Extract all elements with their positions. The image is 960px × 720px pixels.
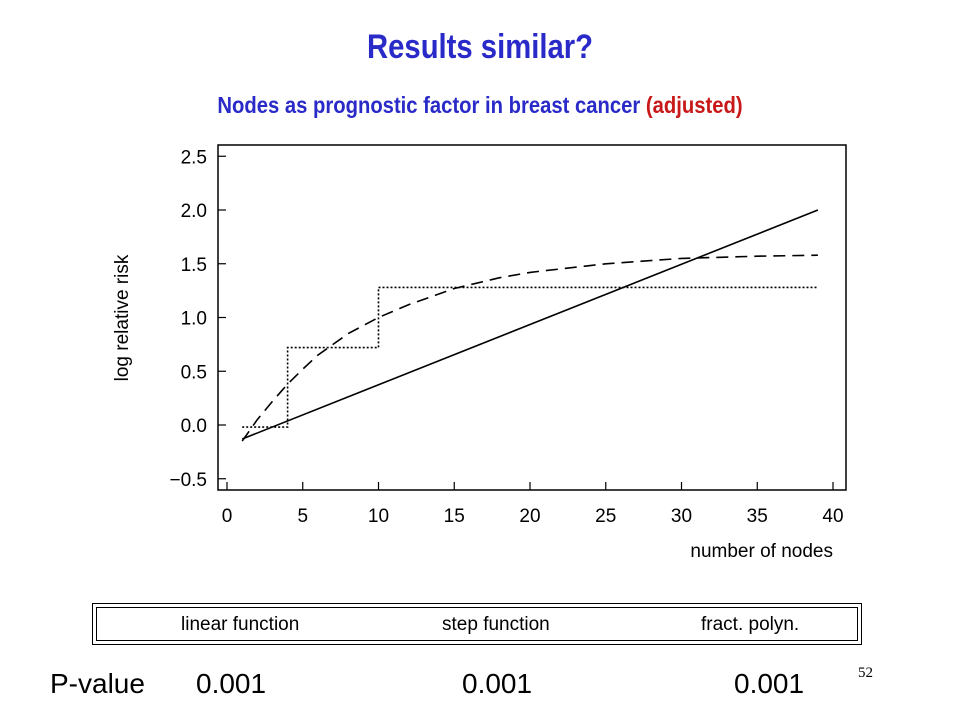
y-tick-label: 1.5 (181, 255, 207, 276)
x-axis-label: number of nodes (690, 541, 833, 562)
x-tick-label: 35 (747, 506, 768, 527)
legend-label-fp: fract. polyn. (701, 614, 800, 635)
legend-inner-frame (96, 607, 858, 641)
x-tick-label: 15 (444, 506, 465, 527)
y-tick-label: 2.0 (181, 201, 207, 222)
pvalue-fp: 0.001 (734, 668, 805, 699)
y-tick-label: 0.0 (181, 416, 207, 437)
x-tick-label: 20 (519, 506, 540, 527)
slide-subtitle: Nodes as prognostic factor in breast can… (58, 92, 903, 119)
series-line-3 (241, 254, 818, 442)
series-line-2 (242, 286, 818, 428)
y-tick-label: 2.5 (181, 147, 207, 168)
x-tick-label: 25 (595, 506, 616, 527)
legend-label-linear: linear function (181, 614, 300, 635)
legend-label-step: step function (442, 614, 550, 635)
slide-title: Results similar? (367, 28, 593, 66)
plot-frame (217, 144, 847, 491)
x-tick-label: 40 (822, 506, 843, 527)
y-tick-label: 0.5 (181, 362, 207, 383)
x-tick-label: 30 (671, 506, 692, 527)
x-tick-label: 0 (222, 506, 233, 527)
y-tick-label: −0.5 (169, 470, 207, 491)
x-tick-label: 10 (368, 506, 389, 527)
subtitle-main: Nodes as prognostic factor in breast can… (217, 92, 641, 118)
y-tick-label: 1.0 (181, 309, 207, 330)
legend: linear function step function fract. pol… (92, 603, 862, 645)
y-axis-label: log relative risk (112, 254, 133, 381)
pvalue-label: P-value (50, 668, 145, 699)
series-line-1 (241, 209, 819, 440)
subtitle-highlight: (adjusted) (645, 92, 743, 118)
pvalue-linear: 0.001 (196, 668, 267, 699)
chart: −0.5 0.0 0.5 1.0 1.5 2.0 2.5 0 5 10 15 20 25 30 35 40 nu… (112, 144, 847, 562)
page-number: 52 (858, 665, 873, 681)
pvalue-step: 0.001 (462, 668, 533, 699)
x-tick-label: 5 (297, 506, 308, 527)
